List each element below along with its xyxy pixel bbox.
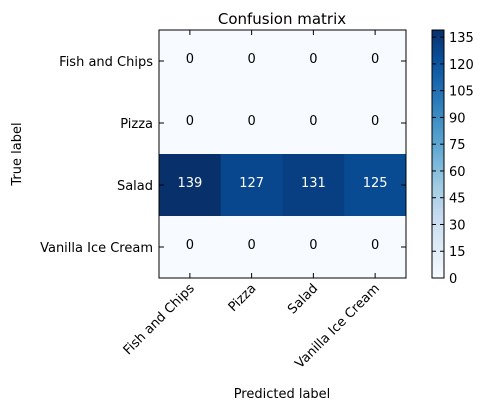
heatmap-cell	[344, 92, 407, 155]
heatmap-cell	[220, 216, 283, 279]
heatmap-cell	[282, 30, 345, 93]
cell-value-label: 127	[239, 176, 264, 191]
y-tick-label: Fish and Chips	[59, 55, 153, 70]
y-tick-label: Salad	[117, 179, 153, 194]
chart-title: Confusion matrix	[218, 10, 346, 28]
cell-value-label: 0	[309, 238, 317, 253]
heatmap-cell	[282, 92, 345, 155]
colorbar-ticks: 0 15 30 45 60 75 90 105 120 135	[432, 31, 474, 287]
colorbar-tick-label: 90	[449, 111, 466, 126]
colorbar-tick-label: 60	[449, 165, 466, 180]
y-tick-label: Vanilla Ice Cream	[40, 241, 153, 256]
cell-value-labels: 0 0 0 0 0 0 0 0 139 127 131 125 0 0 0 0	[177, 52, 387, 253]
cell-value-label: 0	[371, 52, 379, 67]
cell-value-label: 131	[301, 176, 326, 191]
cell-value-label: 0	[371, 238, 379, 253]
colorbar-gradient	[431, 29, 445, 279]
colorbar-tick-label: 120	[449, 58, 474, 73]
cell-value-label: 0	[309, 52, 317, 67]
heatmap-cell	[344, 30, 407, 93]
y-axis-label: True label	[10, 122, 25, 186]
heatmap-cell	[159, 30, 222, 93]
cell-value-label: 0	[247, 114, 255, 129]
cell-value-label: 0	[247, 52, 255, 67]
colorbar-tick-label: 135	[449, 31, 474, 46]
colorbar-tick-label: 15	[449, 245, 466, 260]
heatmap-cell	[282, 154, 345, 217]
x-tick-label: Pizza	[226, 281, 260, 315]
cell-value-label: 0	[247, 238, 255, 253]
plot-frame	[158, 29, 407, 279]
colorbar-tick-label: 0	[449, 272, 457, 287]
colorbar-tick-label: 75	[449, 138, 466, 153]
colorbar-tick-label: 105	[449, 85, 474, 100]
heatmap-cell	[220, 30, 283, 93]
y-tick-label: Pizza	[120, 117, 153, 132]
cell-value-label: 0	[186, 114, 194, 129]
cell-value-label: 0	[309, 114, 317, 129]
x-tick-label: Fish and Chips	[121, 281, 198, 358]
heatmap-cells	[159, 30, 407, 279]
heatmap-cell	[159, 216, 222, 279]
heatmap-cell	[220, 92, 283, 155]
heatmap-cell	[159, 154, 222, 217]
colorbar-tick-label: 45	[449, 192, 466, 207]
colorbar-tick-label: 30	[449, 218, 466, 233]
cell-value-label: 139	[177, 176, 202, 191]
heatmap-cell	[344, 154, 407, 217]
y-axis-ticks: Fish and Chips Pizza Salad Vanilla Ice Crea…	[40, 55, 406, 256]
cell-value-label: 125	[363, 176, 388, 191]
heatmap-cell	[344, 216, 407, 279]
colorbar: 0 15 30 45 60 75 90 105 120 135	[431, 29, 474, 287]
cell-value-label: 0	[186, 238, 194, 253]
heatmap-cell	[220, 154, 283, 217]
x-tick-label: Salad	[285, 281, 321, 317]
heatmap-cell	[159, 92, 222, 155]
cell-value-label: 0	[371, 114, 379, 129]
cell-value-label: 0	[186, 52, 194, 67]
heatmap-cell	[282, 216, 345, 279]
x-axis-label: Predicted label	[234, 387, 331, 402]
